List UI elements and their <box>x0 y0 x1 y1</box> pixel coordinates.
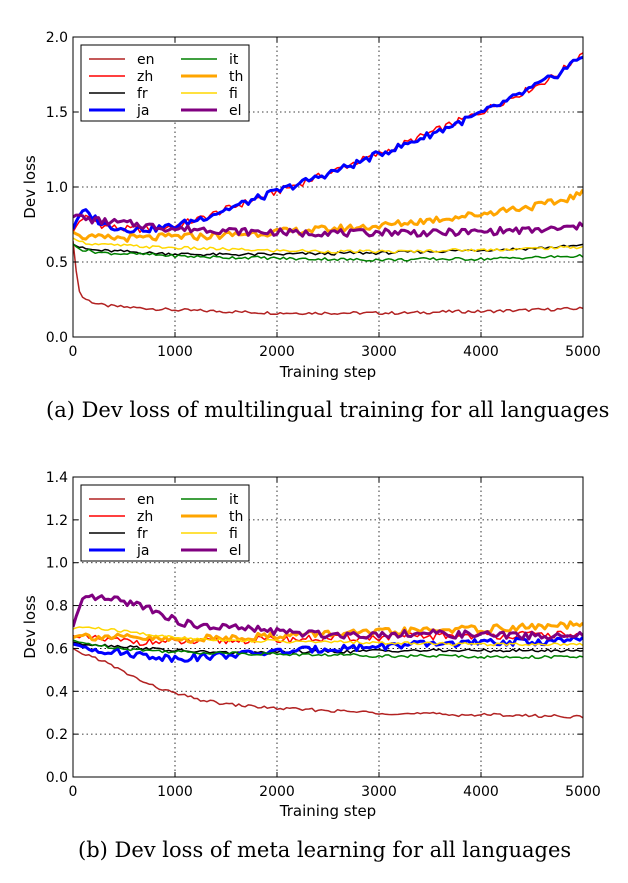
series-line-en <box>73 647 583 719</box>
legend-label-th: th <box>229 509 243 525</box>
legend-label-ja: ja <box>136 543 149 559</box>
legend-label-zh: zh <box>137 69 153 85</box>
chart-meta-learning: 0 1000 2000 3000 4000 5000 0.0 0.2 0.4 0.6 0.8 1.0 1… <box>21 470 601 820</box>
series-group <box>73 593 583 719</box>
y-tick-label: 1.4 <box>46 470 68 486</box>
legend-label-fi: fi <box>229 86 238 102</box>
series-line-en <box>73 240 583 316</box>
x-tick-label: 5000 <box>565 344 601 360</box>
x-axis-label: Training step <box>279 802 376 820</box>
series-line-zh <box>73 630 583 646</box>
y-tick-label: 0.4 <box>46 684 68 700</box>
legend-label-zh: zh <box>137 509 153 525</box>
x-tick-label: 1000 <box>157 344 193 360</box>
y-tick-label: 0.2 <box>46 727 68 743</box>
series-line-th <box>73 620 583 644</box>
y-tick-label: 0.8 <box>46 599 68 615</box>
y-tick-label: 1.0 <box>46 180 68 196</box>
series-line-ja <box>73 635 583 663</box>
y-tick-label: 0.5 <box>46 255 68 271</box>
x-tick-label: 2000 <box>259 784 295 800</box>
x-tick-label: 3000 <box>361 344 397 360</box>
y-axis-label: Dev loss <box>21 595 39 659</box>
ticks: 0 1000 2000 3000 4000 5000 0.0 0.5 1.0 1.5 2.0 <box>46 30 601 360</box>
x-tick-label: 1000 <box>157 784 193 800</box>
legend-label-el: el <box>229 103 242 119</box>
legend-label-it: it <box>229 492 239 508</box>
y-tick-label: 0.6 <box>46 641 68 657</box>
series-line-el <box>73 213 583 238</box>
x-tick-label: 3000 <box>361 784 397 800</box>
y-tick-label: 2.0 <box>46 30 68 46</box>
x-tick-label: 2000 <box>259 344 295 360</box>
series-line-fi <box>73 626 583 647</box>
x-tick-label: 0 <box>69 344 78 360</box>
legend-label-fi: fi <box>229 526 238 542</box>
y-axis-label: Dev loss <box>21 155 39 219</box>
x-tick-label: 0 <box>69 784 78 800</box>
y-tick-label: 1.5 <box>46 105 68 121</box>
chart-multilingual-training: 0 1000 2000 3000 4000 5000 0.0 0.5 1.0 1.5 2.0 Trai… <box>21 30 601 381</box>
legend-label-en: en <box>137 52 155 68</box>
x-axis-label: Training step <box>279 363 376 381</box>
legend-label-el: el <box>229 543 242 559</box>
series-line-th <box>73 188 583 243</box>
legend-label-fr: fr <box>137 86 148 102</box>
x-tick-label: 5000 <box>565 784 601 800</box>
series-line-fr <box>73 641 583 655</box>
legend-box <box>80 484 250 562</box>
caption-b: (b) Dev loss of meta learning for all la… <box>78 838 572 862</box>
series-line-el <box>73 593 583 641</box>
y-tick-label: 1.2 <box>46 513 68 529</box>
legend-label-en: en <box>137 492 155 508</box>
legend-label-th: th <box>229 69 243 85</box>
series-group <box>73 52 583 316</box>
legend-box <box>80 44 250 122</box>
ticks: 0 1000 2000 3000 4000 5000 0.0 0.2 0.4 0.6 0.8 1.0 1… <box>46 470 601 800</box>
y-tick-label: 1.0 <box>46 556 68 572</box>
series-line-fi <box>73 237 583 254</box>
series-line-it <box>73 243 583 262</box>
caption-a: (a) Dev loss of multilingual training fo… <box>46 398 610 422</box>
legend-label-it: it <box>229 52 239 68</box>
series-line-it <box>73 639 583 660</box>
legend-label-fr: fr <box>137 526 148 542</box>
y-tick-label: 0.0 <box>46 330 68 346</box>
x-tick-label: 4000 <box>463 784 499 800</box>
plot-frame <box>72 476 584 778</box>
legend-label-ja: ja <box>136 103 149 119</box>
x-tick-label: 4000 <box>463 344 499 360</box>
y-tick-label: 0.0 <box>46 770 68 786</box>
